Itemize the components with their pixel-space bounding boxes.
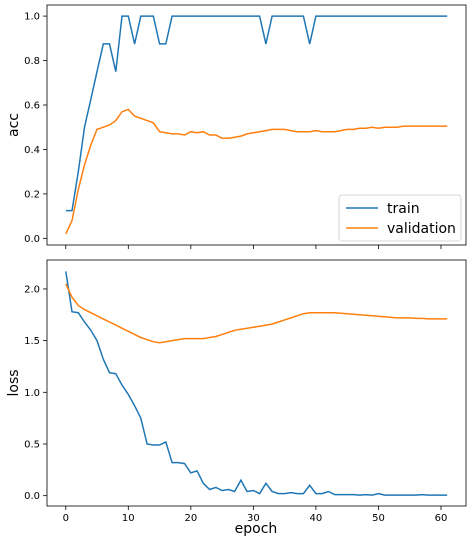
acc-validation-line <box>65 108 448 235</box>
acc-y-tick-label: 1.0 <box>24 12 40 23</box>
loss-axis-ticks: 0 10 20 30 40 50 60 0.0 0.5 1.0 1.5 2.0 <box>24 284 447 524</box>
loss-y-tick-label: 0.5 <box>24 439 40 450</box>
legend: train validation <box>338 194 462 242</box>
loss-x-tick-label: 50 <box>372 513 385 524</box>
loss-x-tick-label: 40 <box>310 513 323 524</box>
x-axis-label: epoch <box>235 521 278 537</box>
loss-y-tick-label: 0.0 <box>24 491 40 502</box>
loss-y-tick-label: 1.5 <box>24 336 40 347</box>
loss-y-tick-label: 1.0 <box>24 388 40 399</box>
legend-train-label: train <box>387 201 420 217</box>
acc-panel: 0.0 0.2 0.4 0.6 0.8 1.0 acc train validation <box>6 4 467 249</box>
acc-y-tick-label: 0.8 <box>24 56 40 67</box>
acc-y-tick-label: 0.0 <box>24 234 40 245</box>
loss-x-tick-label: 0 <box>63 513 69 524</box>
loss-x-tick-label: 30 <box>247 513 260 524</box>
loss-train-line <box>65 271 448 496</box>
loss-x-tick-label: 10 <box>122 513 135 524</box>
loss-plot-frame <box>46 259 467 507</box>
acc-plot-frame <box>46 4 467 246</box>
loss-y-axis-label: loss <box>6 369 22 396</box>
legend-box <box>338 194 462 242</box>
loss-x-tick-label: 60 <box>435 513 448 524</box>
acc-y-tick-label: 0.2 <box>24 189 40 200</box>
acc-series-lines <box>65 15 448 235</box>
loss-panel: 0 10 20 30 40 50 60 0.0 0.5 1.0 1.5 2.0 loss epoch <box>6 259 467 537</box>
acc-train-line <box>65 15 448 212</box>
legend-validation-label: validation <box>387 221 456 237</box>
acc-y-tick-label: 0.4 <box>24 145 40 156</box>
loss-series-lines <box>65 271 448 496</box>
loss-x-tick-label: 20 <box>184 513 197 524</box>
acc-axis-ticks: 0.0 0.2 0.4 0.6 0.8 1.0 <box>24 12 442 249</box>
loss-y-tick-label: 2.0 <box>24 284 40 295</box>
acc-y-axis-label: acc <box>6 113 22 137</box>
acc-y-tick-label: 0.6 <box>24 101 40 112</box>
loss-validation-line <box>65 283 448 344</box>
